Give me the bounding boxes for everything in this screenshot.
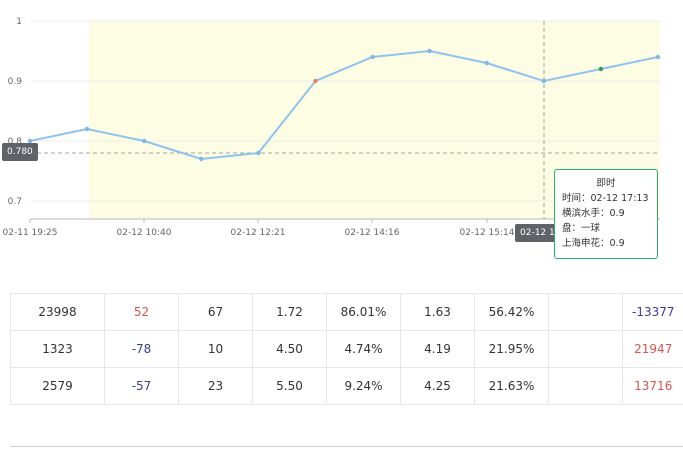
- data-point[interactable]: [484, 60, 489, 66]
- chart-tooltip: 即时 时间：02-12 17:13 横滨水手：0.9 盘：一球 上海申花：0.9: [554, 169, 658, 259]
- stats-table-wrapper: 23998 52 67 1.72 86.01% 1.63 56.42% -13377 1323-…: [10, 293, 683, 405]
- bottom-divider: [10, 446, 683, 447]
- table-row: 1323 -78 10 4.50 4.74% 4.19 21.95% 21947: [10, 330, 683, 368]
- y-tick-label: 0.9: [8, 77, 23, 87]
- data-point[interactable]: [541, 78, 547, 84]
- x-tick-label: 02-12 10:40: [117, 228, 172, 238]
- series-line: [29, 49, 659, 161]
- table-cell: 23: [178, 367, 253, 405]
- x-axis: 02-11 19:25 02-12 10:40 02-12 12:21 02-12 1…: [3, 219, 515, 238]
- table-row: 2579 -57 23 5.50 9.24% 4.25 21.63% 13716: [10, 367, 683, 405]
- tooltip-handicap: 盘：一球: [562, 223, 601, 234]
- crosshair-x-label: 02-12 17:13: [515, 224, 565, 242]
- data-point[interactable]: [598, 66, 604, 72]
- table-cell: 67: [178, 293, 253, 331]
- data-point[interactable]: [256, 150, 261, 156]
- table-cell: 9.24%: [326, 367, 401, 405]
- table-cell: 86.01%: [326, 293, 401, 331]
- table-cell: [548, 367, 623, 405]
- data-point[interactable]: [199, 156, 204, 162]
- table-cell: 1323: [10, 330, 105, 368]
- data-point[interactable]: [141, 138, 147, 144]
- table-cell: 1.72: [252, 293, 327, 331]
- y-tick-label: 0.8: [8, 137, 23, 147]
- odds-series: [27, 48, 661, 162]
- data-point[interactable]: [427, 48, 432, 54]
- tooltip-time: 时间：02-12 17:13: [562, 193, 649, 204]
- x-tick-label: 02-12 15:14: [460, 228, 515, 238]
- table-cell: 5.50: [252, 367, 327, 405]
- table-row: 23998 52 67 1.72 86.01% 1.63 56.42% -13377: [10, 293, 683, 331]
- tooltip-away-odds: 上海申花：0.9: [562, 238, 625, 249]
- table-cell: 13716: [622, 367, 683, 405]
- table-cell: 56.42%: [474, 293, 549, 331]
- table-cell: [548, 330, 623, 368]
- stats-table-body: 23998 52 67 1.72 86.01% 1.63 56.42% -13377 1323-…: [10, 293, 683, 405]
- table-cell: 4.50: [252, 330, 327, 368]
- table-cell: 4.25: [400, 367, 475, 405]
- table-cell: 1.63: [400, 293, 475, 331]
- table-cell: 2579: [10, 367, 105, 405]
- x-tick-label: 02-11 19:25: [3, 228, 58, 238]
- x-tick-label: 02-12 12:21: [231, 228, 286, 238]
- data-point[interactable]: [84, 126, 90, 132]
- tooltip-title: 即时: [596, 178, 616, 189]
- crosshair-y-label: 0.780: [2, 143, 38, 161]
- y-tick-label: 1: [16, 17, 22, 27]
- table-cell: 21.95%: [474, 330, 549, 368]
- table-cell: -78: [104, 330, 179, 368]
- data-point[interactable]: [27, 138, 33, 144]
- table-cell: 4.74%: [326, 330, 401, 368]
- data-point[interactable]: [370, 54, 375, 60]
- y-axis: 0.7 0.8 0.9 1: [8, 17, 23, 207]
- tooltip-home-odds: 横滨水手：0.9: [562, 208, 625, 219]
- table-cell: 10: [178, 330, 253, 368]
- y-tick-label: 0.7: [8, 197, 22, 207]
- table-cell: -57: [104, 367, 179, 405]
- x-tick-label: 02-12 14:16: [345, 228, 400, 238]
- table-cell: [548, 293, 623, 331]
- stats-table: 23998 52 67 1.72 86.01% 1.63 56.42% -13377 1323-…: [10, 293, 683, 405]
- table-cell: 21.63%: [474, 367, 549, 405]
- table-cell: -13377: [622, 293, 683, 331]
- odds-line-chart: 0.7 0.8 0.9 1 02-11 19:25 02-12 10:40 02-12 1…: [3, 17, 661, 238]
- table-cell: 52: [104, 293, 179, 331]
- data-point[interactable]: [313, 78, 318, 84]
- data-point[interactable]: [655, 54, 661, 60]
- table-cell: 23998: [10, 293, 105, 331]
- table-cell: 4.19: [400, 330, 475, 368]
- table-cell: 21947: [622, 330, 683, 368]
